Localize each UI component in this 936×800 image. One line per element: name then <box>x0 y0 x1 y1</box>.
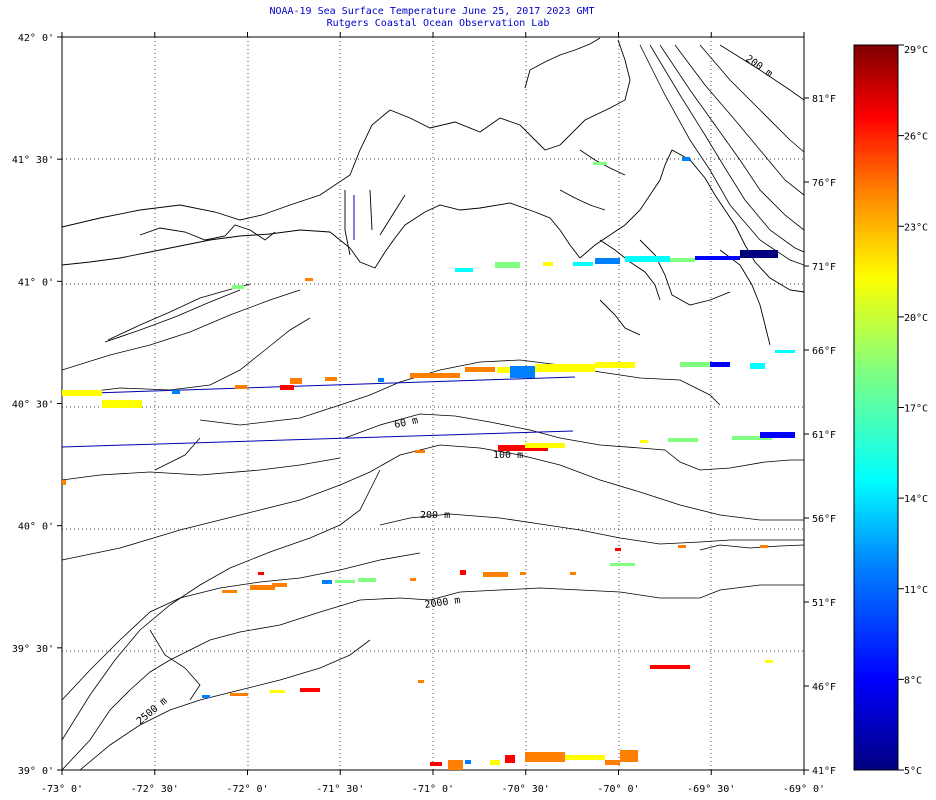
colorbar <box>853 44 899 771</box>
colorbar-label: 14°C <box>904 494 928 505</box>
bathymetry-contours <box>62 44 804 770</box>
coastline <box>62 37 804 346</box>
contour-label-100m: 100 m <box>493 450 523 461</box>
sst-pixels <box>62 157 795 770</box>
lon-label: -71° 30' <box>316 784 364 795</box>
ship-tracks <box>62 195 576 448</box>
longitude-axis: -73° 0' -72° 30' -72° 0' -71° 30' -71° 0' -70… <box>41 32 825 795</box>
lon-label: -71° 0' <box>412 784 454 795</box>
lon-label: -69° 0' <box>783 784 825 795</box>
lon-label: -70° 0' <box>597 784 639 795</box>
fahrenheit-label: 71°F <box>812 262 836 273</box>
fahrenheit-label: 81°F <box>812 94 836 105</box>
colorbar-label: 29°C <box>904 45 928 56</box>
fahrenheit-label: 41°F <box>812 766 836 777</box>
contour-label-60m: 60 m <box>393 415 419 431</box>
contour-label-200m: 200 m <box>420 510 450 521</box>
colorbar-axis: 29°C 26°C 23°C 20°C 17°C 14°C 11°C 8°C 5°C <box>898 44 928 777</box>
lat-label: 42° 0' <box>18 33 54 44</box>
lat-label: 41° 0' <box>18 277 54 288</box>
contour-label-2000m: 2000 m <box>424 595 461 611</box>
colorbar-label: 5°C <box>904 766 922 777</box>
latitude-axis: 42° 0' 41° 30' 41° 0' 40° 30' 40° 0' 39° 30' 3… <box>12 33 62 777</box>
colorbar-label: 17°C <box>904 404 928 415</box>
lat-label: 39° 30' <box>12 644 54 655</box>
map-title: NOAA-19 Sea Surface Temperature June 25,… <box>269 6 594 17</box>
colorbar-label: 20°C <box>904 313 928 324</box>
colorbar-label: 11°C <box>904 585 928 596</box>
lon-label: -69° 30' <box>687 784 735 795</box>
lon-label: -72° 0' <box>226 784 268 795</box>
colorbar-label: 26°C <box>904 132 928 143</box>
lat-label: 40° 30' <box>12 400 54 411</box>
lon-label: -73° 0' <box>41 784 83 795</box>
fahrenheit-label: 56°F <box>812 514 836 525</box>
fahrenheit-label: 46°F <box>812 682 836 693</box>
fahrenheit-label: 66°F <box>812 346 836 357</box>
colorbar-label: 23°C <box>904 222 928 233</box>
lon-label: -72° 30' <box>131 784 179 795</box>
lat-label: 39° 0' <box>18 766 54 777</box>
fahrenheit-label: 76°F <box>812 178 836 189</box>
lon-label: -70° 30' <box>502 784 550 795</box>
map-frame <box>61 36 805 771</box>
colorbar-label: 8°C <box>904 675 922 686</box>
lat-label: 40° 0' <box>18 522 54 533</box>
fahrenheit-label: 51°F <box>812 598 836 609</box>
fahrenheit-label: 61°F <box>812 430 836 441</box>
lat-label: 41° 30' <box>12 155 54 166</box>
fahrenheit-axis: 81°F 76°F 71°F 66°F 61°F 56°F 51°F 46°F 41°F <box>804 94 836 777</box>
map-content: 60 m 100 m 200 m 2000 m 2500 m 200 m <box>62 37 804 770</box>
map-subtitle: Rutgers Coastal Ocean Observation Lab <box>327 18 550 29</box>
